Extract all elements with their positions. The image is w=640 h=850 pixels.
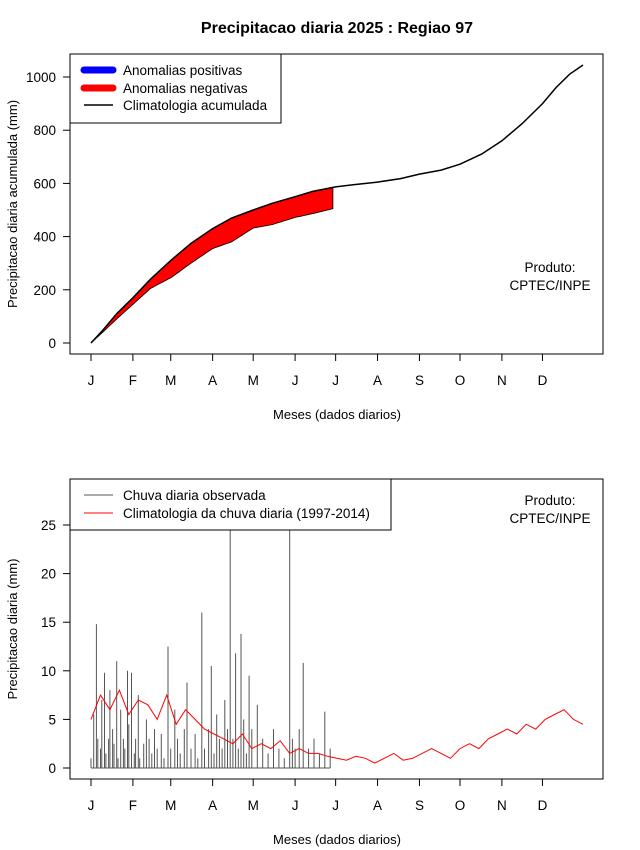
top-y-tick-label: 800 — [33, 123, 56, 138]
top-x-tick-label: D — [538, 373, 548, 388]
top-x-tick-label: A — [373, 373, 382, 388]
bottom-y-tick-label: 20 — [41, 567, 56, 582]
climatology-daily-line — [90, 688, 584, 764]
top-anomaly-area — [90, 186, 334, 344]
top-y-tick-label: 200 — [33, 283, 56, 298]
top-x-tick-label: J — [88, 373, 95, 388]
top-plot-frame — [69, 53, 604, 355]
bottom-y-tick-label: 5 — [48, 712, 56, 727]
top-x-tick-label: M — [248, 373, 259, 388]
top-x-tick-label: M — [165, 373, 176, 388]
bottom-x-label: Meses (dados diarios) — [273, 832, 401, 847]
top-x-tick-label: F — [129, 373, 137, 388]
legend-label-positive: Anomalias positivas — [123, 63, 243, 78]
climatology-cumulative-line — [90, 64, 584, 344]
bottom-x-tick-label: M — [165, 798, 176, 813]
top-x-label: Meses (dados diarios) — [273, 407, 401, 422]
bottom-y-label: Precipitacao diaria (mm) — [5, 559, 20, 700]
bottom-y-tick-label: 0 — [48, 761, 56, 776]
bottom-y-tick-label: 25 — [41, 518, 56, 533]
top-y-tick-label: 0 — [48, 336, 56, 351]
figure-title: Precipitacao diaria 2025 : Regiao 97 — [201, 20, 473, 37]
top-annotation-line2: CPTEC/INPE — [509, 278, 590, 293]
bottom-x-tick-label: J — [332, 798, 339, 813]
bottom-legend-frame — [69, 478, 392, 531]
bottom-annotation-line2: CPTEC/INPE — [509, 511, 590, 526]
bottom-x-tick-label: D — [538, 798, 548, 813]
negative-anomaly-area — [90, 186, 334, 344]
top-x-tick-label: J — [332, 373, 339, 388]
top-x-tick-label: J — [292, 373, 299, 388]
observed-daily-bars — [90, 495, 331, 769]
top-y-tick-label: 1000 — [26, 70, 56, 85]
daily-chart: 0 5 10 15 20 25 J F M A M J J A S O N D Precipitacao dia… — [5, 478, 604, 847]
bottom-y-tick-label: 15 — [41, 615, 56, 630]
bottom-x-tick-label: A — [373, 798, 382, 813]
top-x-tick-label: S — [415, 373, 424, 388]
bottom-x-tick-label: O — [455, 798, 466, 813]
top-y-label: Precipitacao diaria acumulada (mm) — [5, 100, 20, 308]
top-annotation-line1: Produto: — [524, 260, 575, 275]
bottom-x-tick-label: J — [88, 798, 95, 813]
top-y-axis: 0 200 400 600 800 1000 — [26, 70, 70, 351]
legend-label-negative: Anomalias negativas — [123, 81, 248, 96]
bottom-x-tick-label: M — [248, 798, 259, 813]
bottom-y-axis: 0 5 10 15 20 25 — [41, 518, 70, 776]
legend-label-observed: Chuva diaria observada — [123, 488, 266, 503]
top-series-lines — [90, 64, 584, 344]
top-legend: Anomalias positivas Anomalias negativas … — [69, 53, 282, 124]
bottom-x-tick-label: A — [208, 798, 217, 813]
legend-label-climatology: Climatologia acumulada — [123, 98, 268, 113]
top-x-tick-label: N — [497, 373, 507, 388]
legend-label-climatology-daily: Climatologia da chuva diaria (1997-2014) — [123, 506, 370, 521]
bottom-x-tick-label: J — [292, 798, 299, 813]
bottom-y-tick-label: 10 — [41, 664, 56, 679]
bottom-annotation-line1: Produto: — [524, 493, 575, 508]
top-y-tick-label: 600 — [33, 176, 56, 191]
bottom-x-tick-label: N — [497, 798, 507, 813]
accumulated-chart: 0 200 400 600 800 1000 J F M A M J J A S O N D Precipita… — [5, 53, 604, 422]
top-y-tick-label: 400 — [33, 230, 56, 245]
top-x-tick-label: A — [208, 373, 217, 388]
bottom-legend: Chuva diaria observada Climatologia da c… — [69, 478, 392, 531]
top-x-tick-label: O — [455, 373, 466, 388]
bottom-x-tick-label: S — [415, 798, 424, 813]
bottom-x-tick-label: F — [129, 798, 137, 813]
bottom-series-lines — [90, 688, 584, 764]
